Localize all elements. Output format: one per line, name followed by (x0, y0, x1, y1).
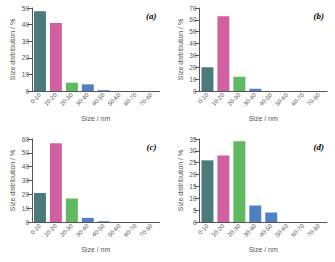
svg-text:40-50: 40-50 (91, 91, 107, 107)
svg-text:40-50: 40-50 (258, 222, 274, 238)
svg-text:30-40: 30-40 (242, 222, 258, 238)
svg-text:70-80: 70-80 (139, 222, 155, 238)
svg-text:30: 30 (189, 52, 197, 59)
svg-text:0-10: 0-10 (29, 91, 42, 104)
svg-text:20: 20 (22, 191, 30, 198)
svg-text:20-30: 20-30 (59, 91, 75, 107)
svg-text:0: 0 (25, 219, 29, 226)
svg-text:0-10: 0-10 (29, 222, 42, 235)
svg-text:Size / nm: Size / nm (81, 246, 110, 253)
svg-text:40-50: 40-50 (258, 91, 274, 107)
svg-text:50-60: 50-60 (107, 222, 123, 238)
svg-text:15: 15 (189, 183, 197, 190)
svg-text:10: 10 (22, 205, 30, 212)
svg-text:40: 40 (22, 21, 30, 28)
svg-text:60: 60 (22, 136, 30, 143)
svg-text:70-80: 70-80 (306, 222, 322, 238)
svg-text:(c): (c) (147, 142, 157, 152)
svg-text:40-50: 40-50 (91, 222, 107, 238)
svg-text:40: 40 (22, 163, 30, 170)
svg-text:10-20: 10-20 (210, 222, 226, 238)
svg-text:Size / nm: Size / nm (81, 115, 110, 122)
svg-text:(a): (a) (146, 11, 157, 21)
svg-text:60-70: 60-70 (290, 222, 306, 238)
svg-text:70-80: 70-80 (139, 91, 155, 107)
svg-text:10: 10 (189, 195, 197, 202)
svg-text:60: 60 (189, 16, 197, 23)
svg-text:50-60: 50-60 (107, 91, 123, 107)
svg-text:50-60: 50-60 (274, 91, 290, 107)
svg-text:60-70: 60-70 (123, 222, 139, 238)
svg-text:10-20: 10-20 (43, 222, 59, 238)
svg-text:20: 20 (22, 54, 30, 61)
svg-text:30-40: 30-40 (75, 222, 91, 238)
svg-text:30: 30 (22, 177, 30, 184)
svg-text:30: 30 (22, 38, 30, 45)
svg-text:70: 70 (189, 5, 197, 12)
svg-text:Size / nm: Size / nm (249, 246, 278, 253)
svg-text:0: 0 (25, 88, 29, 95)
svg-text:20-30: 20-30 (59, 222, 75, 238)
svg-text:20: 20 (189, 64, 197, 71)
svg-text:60-70: 60-70 (123, 91, 139, 107)
svg-text:Size distribution / %: Size distribution / % (177, 19, 184, 80)
svg-text:40: 40 (189, 40, 197, 47)
svg-text:10-20: 10-20 (210, 91, 226, 107)
svg-text:35: 35 (189, 136, 197, 143)
svg-text:10: 10 (22, 71, 30, 78)
svg-text:20-30: 20-30 (226, 222, 242, 238)
svg-text:10-20: 10-20 (43, 91, 59, 107)
svg-text:60-70: 60-70 (290, 91, 306, 107)
svg-text:0-10: 0-10 (197, 91, 210, 104)
svg-text:30-40: 30-40 (75, 91, 91, 107)
svg-text:0-10: 0-10 (197, 222, 210, 235)
svg-text:50-60: 50-60 (274, 222, 290, 238)
svg-text:10: 10 (189, 76, 197, 83)
svg-text:50: 50 (189, 28, 197, 35)
svg-text:20: 20 (189, 171, 197, 178)
svg-text:Size distribution / %: Size distribution / % (177, 150, 184, 211)
svg-text:0: 0 (193, 88, 197, 95)
svg-text:5: 5 (193, 207, 197, 214)
svg-text:25: 25 (189, 159, 197, 166)
svg-text:30-40: 30-40 (242, 91, 258, 107)
svg-text:70-80: 70-80 (306, 91, 322, 107)
svg-text:(b): (b) (314, 11, 325, 21)
svg-text:50: 50 (22, 149, 30, 156)
svg-text:50: 50 (22, 5, 30, 12)
svg-text:20-30: 20-30 (226, 91, 242, 107)
svg-text:Size distribution / %: Size distribution / % (9, 19, 16, 80)
svg-text:Size distribution / %: Size distribution / % (9, 150, 16, 211)
svg-text:0: 0 (193, 219, 197, 226)
svg-text:30: 30 (189, 147, 197, 154)
svg-text:(d): (d) (314, 142, 325, 152)
svg-text:Size / nm: Size / nm (249, 115, 278, 122)
